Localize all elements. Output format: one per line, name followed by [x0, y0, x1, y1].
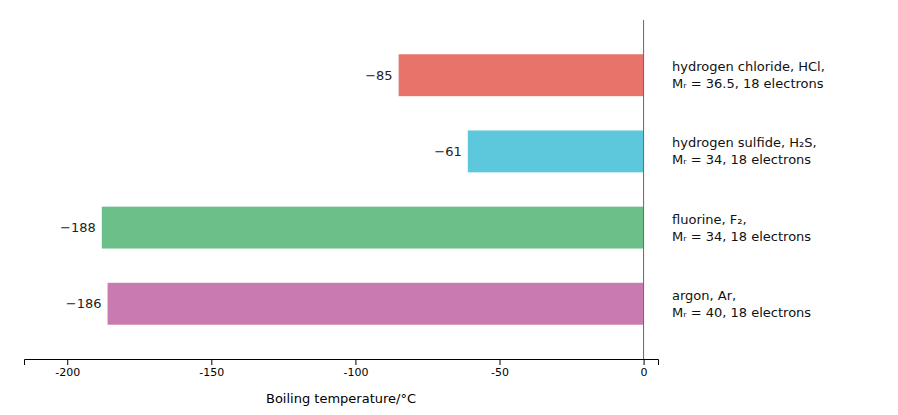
bar: [102, 207, 644, 249]
category-labels: hydrogen chloride, HCl, Mᵣ = 36.5, 18 ele…: [672, 59, 825, 320]
baseline: [643, 20, 644, 359]
category-label-line: Mᵣ = 34, 18 electrons: [672, 152, 811, 167]
category-label-line: fluorine, F₂,: [672, 212, 747, 227]
x-tick-mark: [211, 359, 212, 365]
x-tick: -200: [55, 359, 80, 379]
data-label: −85: [365, 68, 392, 83]
data-labels: −85 −61 −188 −186: [60, 68, 462, 312]
x-axis-label: Boiling temperature/°C: [266, 391, 416, 406]
x-axis-line: [25, 360, 659, 366]
data-label: −61: [434, 144, 461, 159]
category-label: hydrogen sulfide, H₂S, Mᵣ = 34, 18 electr…: [672, 135, 817, 167]
x-tick-label: -50: [491, 366, 509, 379]
category-label: argon, Ar, Mᵣ = 40, 18 electrons: [672, 288, 811, 320]
x-tick: -100: [343, 359, 368, 379]
x-tick-label: -150: [199, 366, 224, 379]
chart: -200 -150 -100 -50 0 Boiling temperature/°C −8…: [0, 0, 898, 415]
x-axis: -200 -150 -100 -50 0: [25, 359, 659, 379]
bar: [108, 283, 644, 325]
bar: [399, 54, 644, 96]
x-tick: -150: [199, 359, 224, 379]
x-tick-mark: [355, 359, 356, 365]
category-label: fluorine, F₂, Mᵣ = 34, 18 electrons: [672, 212, 811, 244]
x-tick: -50: [491, 359, 509, 379]
category-label-line: argon, Ar,: [672, 288, 736, 303]
x-tick-mark: [67, 359, 68, 365]
bars: [102, 54, 644, 324]
x-tick-label: -100: [343, 366, 368, 379]
x-tick-label: -200: [55, 366, 80, 379]
category-label-line: hydrogen sulfide, H₂S,: [672, 135, 817, 150]
plot: -200 -150 -100 -50 0 Boiling temperature/°C −8…: [25, 20, 825, 406]
data-label: −186: [66, 296, 102, 311]
data-label: −188: [60, 220, 96, 235]
x-tick-label: 0: [641, 366, 648, 379]
x-tick-mark: [500, 359, 501, 365]
category-label-line: hydrogen chloride, HCl,: [672, 59, 825, 74]
category-label-line: Mᵣ = 36.5, 18 electrons: [672, 76, 824, 91]
category-label-line: Mᵣ = 40, 18 electrons: [672, 305, 811, 320]
bar: [468, 130, 644, 172]
x-tick-mark: [644, 359, 645, 365]
category-label: hydrogen chloride, HCl, Mᵣ = 36.5, 18 ele…: [672, 59, 825, 91]
category-label-line: Mᵣ = 34, 18 electrons: [672, 229, 811, 244]
x-tick: 0: [641, 359, 648, 379]
